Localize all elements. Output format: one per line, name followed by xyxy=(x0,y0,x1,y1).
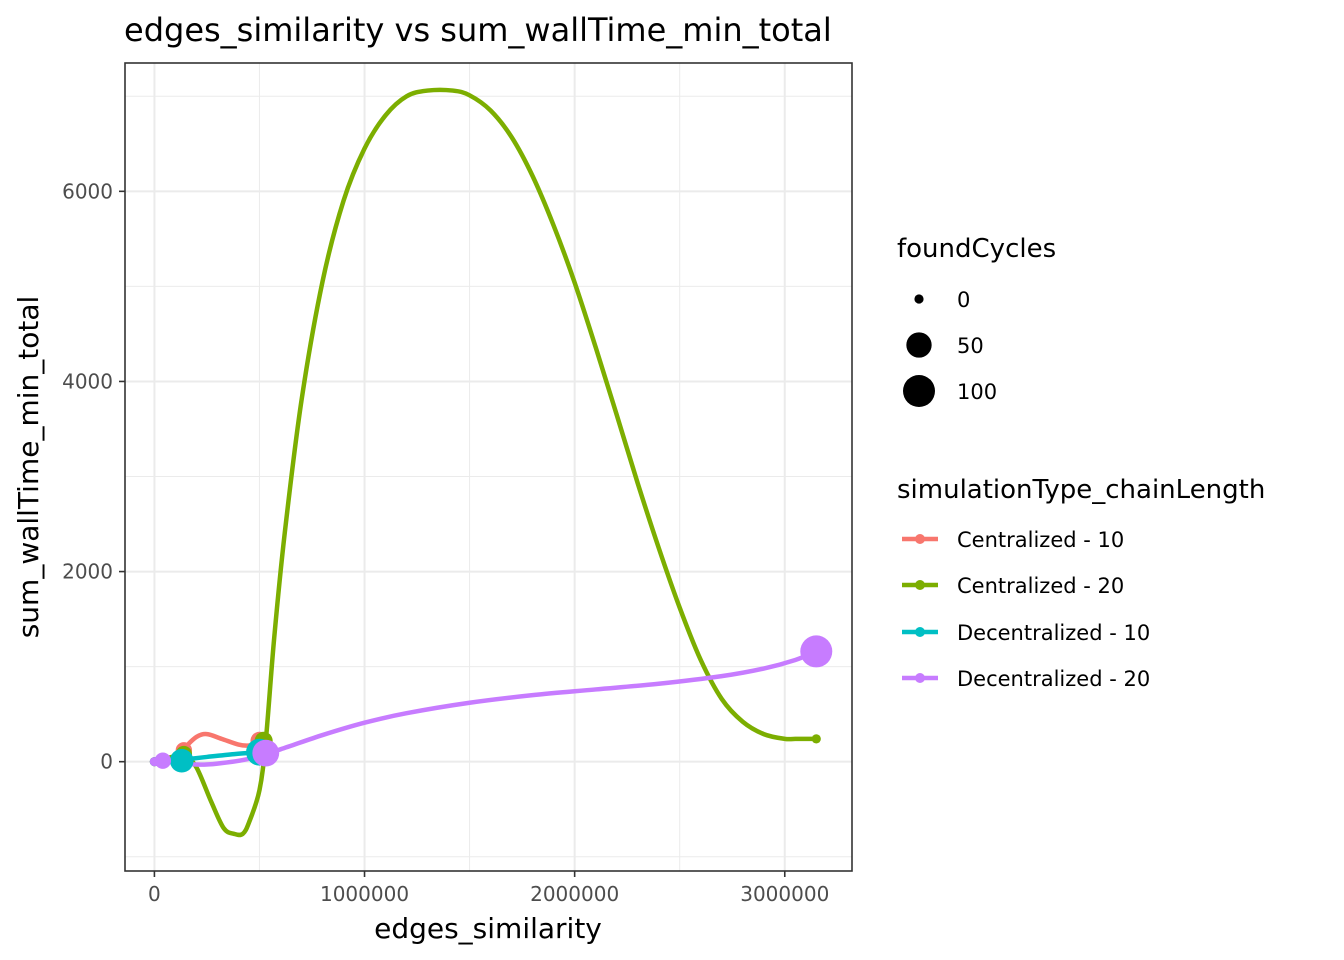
y-tick-label: 4000 xyxy=(62,369,113,393)
plot-border xyxy=(124,62,853,872)
plot-area xyxy=(124,62,853,872)
grid xyxy=(125,63,852,871)
x-tick-label: 3000000 xyxy=(740,882,829,906)
chart-title: edges_similarity vs sum_wallTime_min_tot… xyxy=(124,11,832,49)
y-tick-label: 2000 xyxy=(62,560,113,584)
color-legend-label: Decentralized - 20 xyxy=(957,667,1150,691)
x-tick-label: 1000000 xyxy=(320,882,409,906)
color-legend: simulationType_chainLength Centralized -… xyxy=(897,475,1265,691)
size-legend-key xyxy=(903,375,935,407)
y-tick-label: 6000 xyxy=(62,179,113,203)
size-legend-label: 50 xyxy=(957,334,984,358)
data-point xyxy=(800,635,833,668)
size-legend: foundCycles 0 50 100 xyxy=(897,234,1056,407)
y-axis-title: sum_wallTime_min_total xyxy=(12,296,45,639)
color-legend-dot xyxy=(915,673,925,683)
points xyxy=(149,635,833,773)
plot-background xyxy=(125,63,852,871)
data-point xyxy=(252,739,280,767)
color-legend-dot xyxy=(915,580,925,590)
x-tick-label: 0 xyxy=(148,882,161,906)
data-point xyxy=(154,752,172,769)
color-legend-title: simulationType_chainLength xyxy=(897,475,1265,505)
size-legend-key xyxy=(906,332,932,358)
color-legend-label: Centralized - 10 xyxy=(957,528,1124,552)
data-point xyxy=(169,748,194,773)
size-legend-label: 0 xyxy=(957,288,970,312)
color-legend-dot xyxy=(915,627,925,637)
y-axis: 0 2000 4000 6000 xyxy=(62,179,125,774)
size-legend-label: 100 xyxy=(957,380,997,404)
data-point xyxy=(811,734,821,744)
y-tick-label: 0 xyxy=(100,750,113,774)
color-legend-dot xyxy=(915,534,925,544)
size-legend-key xyxy=(914,294,924,304)
series-line-3 xyxy=(152,649,819,767)
x-tick-label: 2000000 xyxy=(530,882,619,906)
size-legend-title: foundCycles xyxy=(897,234,1056,264)
x-axis-title: edges_similarity xyxy=(374,912,602,945)
color-legend-label: Decentralized - 10 xyxy=(957,621,1150,645)
series-line-1 xyxy=(152,87,819,838)
x-axis: 0 1000000 2000000 3000000 xyxy=(148,871,829,906)
color-legend-label: Centralized - 20 xyxy=(957,574,1124,598)
